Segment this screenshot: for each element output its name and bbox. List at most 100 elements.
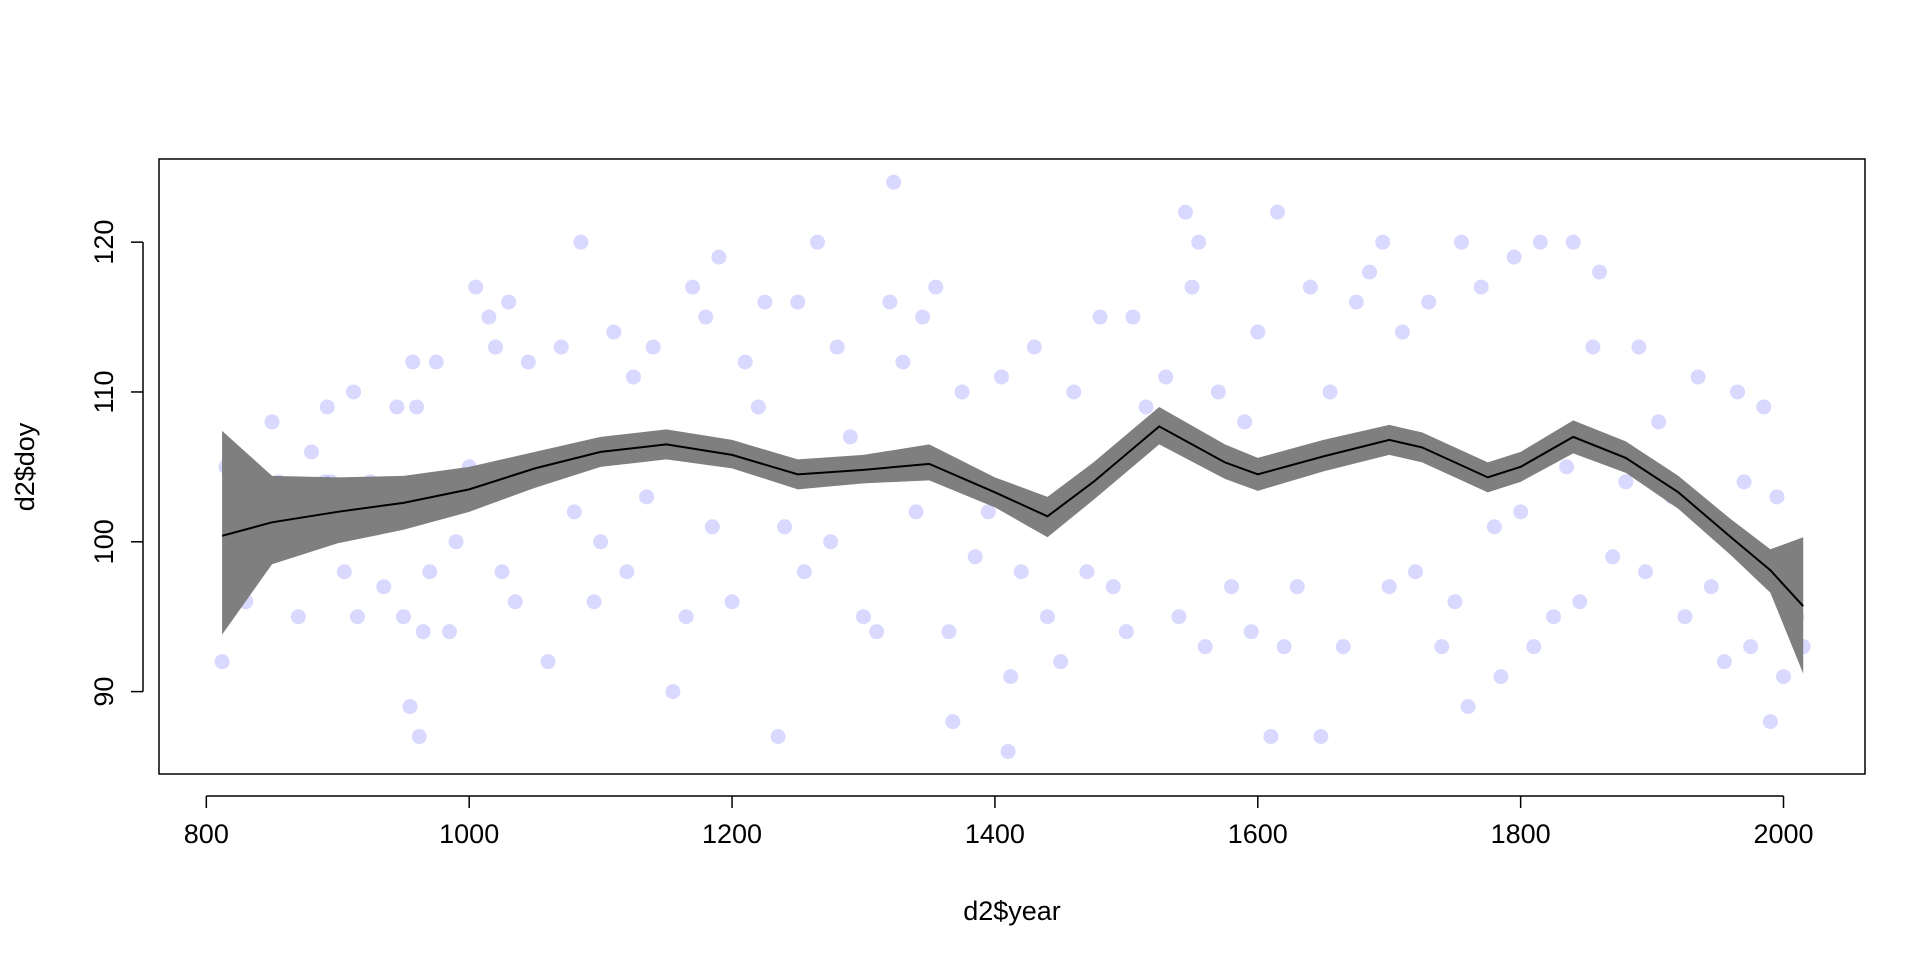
data-point: [945, 714, 961, 730]
data-point: [1039, 609, 1055, 625]
data-point: [1486, 519, 1502, 535]
data-point: [441, 624, 457, 640]
data-point: [1677, 609, 1693, 625]
data-point: [319, 399, 335, 415]
data-point: [1335, 639, 1351, 655]
data-point: [411, 729, 427, 745]
data-point: [639, 489, 655, 505]
data-point: [1493, 669, 1509, 685]
data-point: [1177, 204, 1193, 220]
data-point: [1716, 654, 1732, 670]
data-point: [520, 354, 536, 370]
data-point: [855, 609, 871, 625]
data-point: [1769, 489, 1785, 505]
data-point: [915, 309, 931, 325]
data-point: [1003, 669, 1019, 685]
data-point: [1703, 579, 1719, 595]
data-point: [1243, 624, 1259, 640]
data-point: [1118, 624, 1134, 640]
data-point: [1053, 654, 1069, 670]
data-point: [422, 564, 438, 580]
data-point: [1454, 234, 1470, 250]
data-point: [645, 339, 661, 355]
data-point: [967, 549, 983, 565]
data-point: [1013, 564, 1029, 580]
data-point: [1276, 639, 1292, 655]
data-point: [1066, 384, 1082, 400]
data-point: [606, 324, 622, 340]
data-point: [908, 504, 924, 520]
data-point: [1394, 324, 1410, 340]
data-point: [1138, 399, 1154, 415]
data-point: [1565, 234, 1581, 250]
data-point: [809, 234, 825, 250]
data-point: [1105, 579, 1121, 595]
data-point: [777, 519, 793, 535]
data-point: [1289, 579, 1305, 595]
data-point: [1730, 384, 1746, 400]
data-point: [1269, 204, 1285, 220]
data-point: [1690, 369, 1706, 385]
data-point: [346, 384, 362, 400]
data-point: [980, 504, 996, 520]
data-point: [264, 414, 280, 430]
data-point: [468, 279, 484, 295]
data-point: [829, 339, 845, 355]
data-point: [993, 369, 1009, 385]
data-point: [1000, 744, 1016, 760]
data-point: [428, 354, 444, 370]
data-point: [389, 399, 405, 415]
data-point: [593, 534, 609, 550]
data-point: [1559, 459, 1575, 475]
y-tick-label: 90: [89, 677, 119, 707]
data-point: [750, 399, 766, 415]
data-point: [1223, 579, 1239, 595]
data-point: [1736, 474, 1752, 490]
data-point: [336, 564, 352, 580]
data-point: [402, 699, 418, 715]
data-point: [1756, 399, 1772, 415]
data-point: [796, 564, 812, 580]
data-point: [303, 444, 319, 460]
data-point: [1210, 384, 1226, 400]
data-point: [540, 654, 556, 670]
y-tick-label: 120: [89, 220, 119, 265]
data-point: [1237, 414, 1253, 430]
data-point: [737, 354, 753, 370]
data-point: [1302, 279, 1318, 295]
data-point: [507, 594, 523, 610]
data-point: [1250, 324, 1266, 340]
data-point: [1375, 234, 1391, 250]
data-point: [1125, 309, 1141, 325]
x-tick-label: 1800: [1491, 819, 1551, 849]
data-point: [1526, 639, 1542, 655]
plot-frame: [158, 158, 1866, 775]
data-point: [481, 309, 497, 325]
data-point: [1184, 279, 1200, 295]
data-point: [724, 594, 740, 610]
data-point: [1631, 339, 1647, 355]
data-point: [886, 174, 902, 190]
data-point: [882, 294, 898, 310]
data-point: [823, 534, 839, 550]
data-point: [1605, 549, 1621, 565]
data-point: [928, 279, 944, 295]
data-point: [1532, 234, 1548, 250]
data-point: [553, 339, 569, 355]
data-point: [395, 609, 411, 625]
data-point: [678, 609, 694, 625]
data-point: [566, 504, 582, 520]
data-point: [770, 729, 786, 745]
data-point: [409, 399, 425, 415]
data-point: [1381, 579, 1397, 595]
data-point: [501, 294, 517, 310]
data-point: [1585, 339, 1601, 355]
data-point: [448, 534, 464, 550]
data-point: [1651, 414, 1667, 430]
data-point: [1762, 714, 1778, 730]
data-point: [1513, 504, 1529, 520]
data-point: [290, 609, 306, 625]
data-point: [895, 354, 911, 370]
data-point: [1092, 309, 1108, 325]
